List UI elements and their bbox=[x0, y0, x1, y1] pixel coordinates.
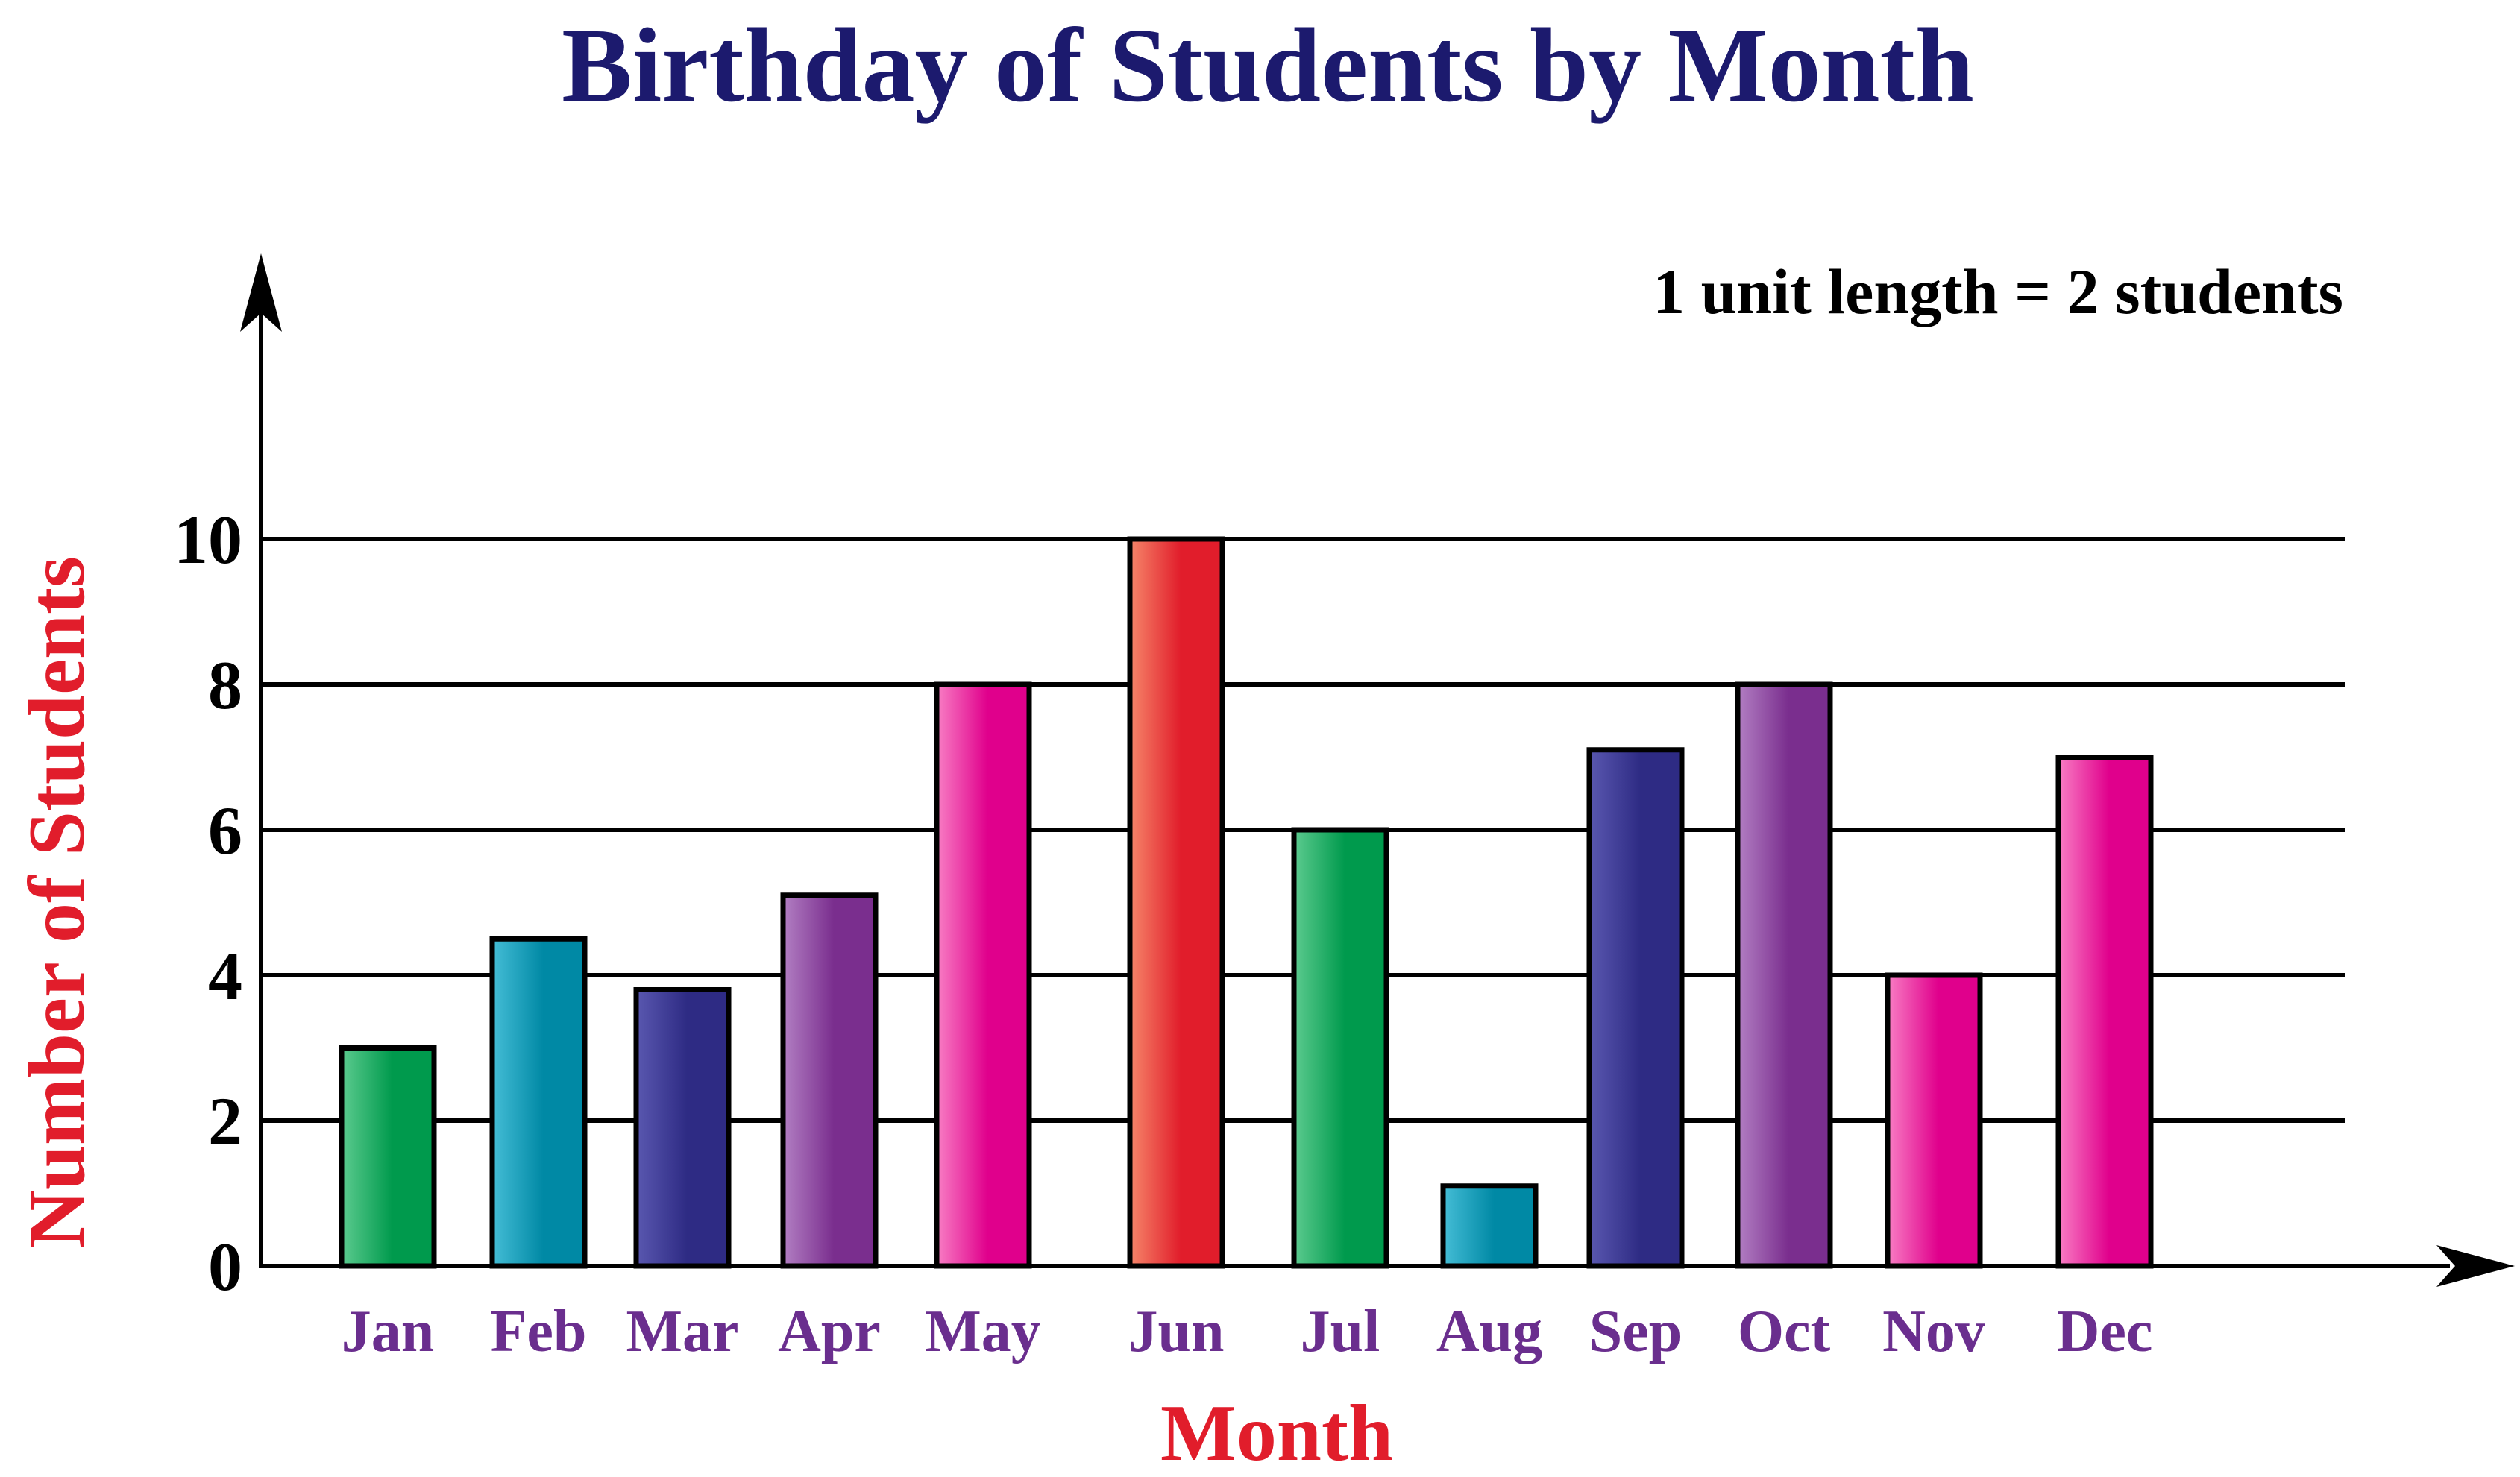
x-tick-label: Aug bbox=[1436, 1299, 1542, 1364]
bar-dec bbox=[2055, 755, 2154, 1269]
x-tick-label: Jan bbox=[342, 1299, 435, 1364]
bar-oct bbox=[1735, 681, 1833, 1269]
y-tick-label: 8 bbox=[208, 647, 242, 723]
bar-may bbox=[934, 681, 1032, 1269]
x-axis-label: Month bbox=[1160, 1389, 1393, 1477]
y-tick-label: 4 bbox=[208, 938, 242, 1014]
bars bbox=[339, 536, 2154, 1269]
bar-feb bbox=[489, 936, 588, 1269]
bar-jan bbox=[339, 1045, 437, 1269]
x-tick-label: Nov bbox=[1882, 1299, 1985, 1364]
bar-mar bbox=[633, 987, 732, 1269]
x-tick-label: May bbox=[925, 1299, 1041, 1364]
bar-nov bbox=[1885, 972, 1983, 1269]
y-tick-labels: 0 2 4 6 8 10 bbox=[174, 502, 242, 1305]
y-tick-label: 10 bbox=[174, 502, 242, 578]
bar-sep bbox=[1586, 747, 1685, 1269]
x-tick-label: Dec bbox=[2057, 1299, 2153, 1364]
x-tick-label: Oct bbox=[1738, 1299, 1831, 1364]
x-tick-label: Jul bbox=[1301, 1299, 1380, 1364]
bar-aug bbox=[1440, 1183, 1539, 1269]
x-tick-labels: Jan Feb Mar Apr May Jun Jul Aug Sep Oct Nov Dec bbox=[342, 1299, 2153, 1364]
x-tick-label: Mar bbox=[626, 1299, 738, 1364]
chart-title: Birthday of Students by Month bbox=[562, 6, 1974, 124]
y-tick-label: 0 bbox=[208, 1229, 242, 1305]
x-tick-label: Feb bbox=[491, 1299, 587, 1364]
scale-note: 1 unit length = 2 students bbox=[1653, 256, 2343, 327]
y-axis-arrow bbox=[240, 253, 282, 332]
bar-jul bbox=[1291, 827, 1389, 1269]
bar-jun bbox=[1127, 536, 1225, 1269]
bar-apr bbox=[780, 892, 879, 1269]
x-axis-arrow bbox=[2436, 1245, 2515, 1287]
x-tick-label: Apr bbox=[778, 1299, 881, 1364]
y-tick-label: 6 bbox=[208, 793, 242, 869]
y-tick-label: 2 bbox=[208, 1083, 242, 1159]
y-axis-label: Number of Students bbox=[13, 556, 101, 1248]
x-tick-label: Jun bbox=[1128, 1299, 1225, 1364]
x-tick-label: Sep bbox=[1589, 1299, 1682, 1364]
